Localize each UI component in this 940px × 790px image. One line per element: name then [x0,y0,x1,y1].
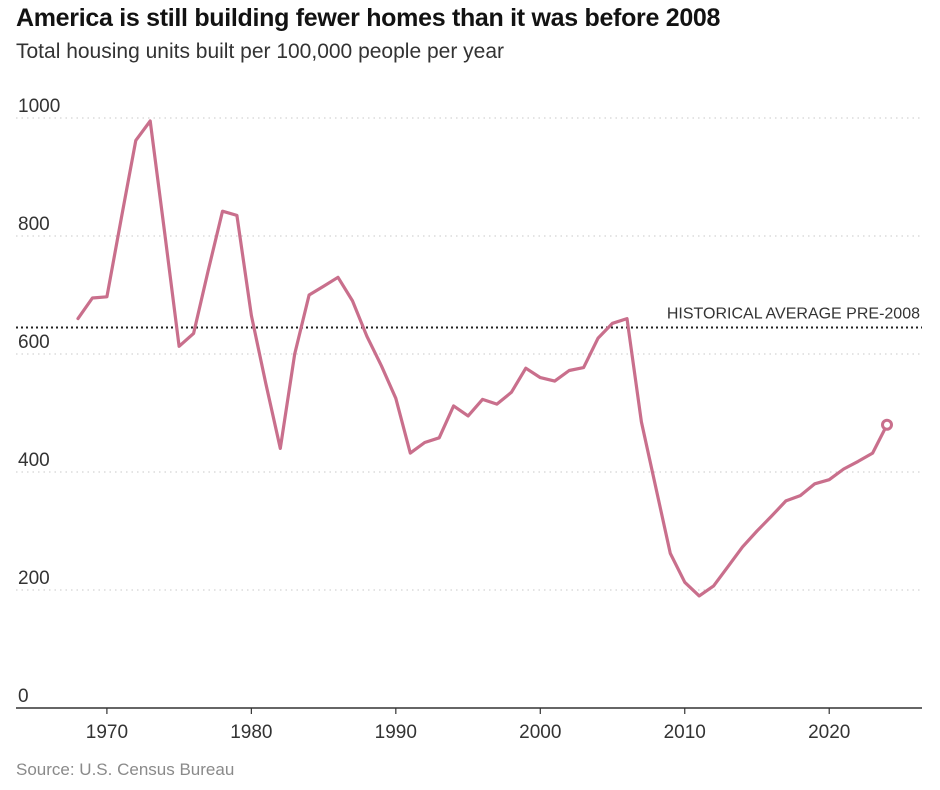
source-note: Source: U.S. Census Bureau [16,760,235,779]
y-tick-label-1000: 1000 [18,96,60,117]
x-tick-label-2000: 2000 [519,722,561,743]
x-tick-label-2010: 2010 [664,722,706,743]
y-tick-label-400: 400 [18,450,50,471]
historical-average-label: HISTORICAL AVERAGE PRE-2008 [667,305,920,322]
series-line-housing-units [76,119,889,598]
endpoint-marker [881,418,893,431]
y-axis-tick-labels: 0 200 400 600 800 1000 [18,96,60,707]
x-tick-label-1990: 1990 [375,722,417,743]
x-axis-ticks: 1970 1980 1990 2000 2010 2020 [86,708,850,743]
chart-subtitle: Total housing units built per 100,000 pe… [16,40,505,63]
gridlines [16,117,922,591]
x-tick-label-1980: 1980 [230,722,272,743]
y-tick-label-600: 600 [18,332,50,353]
y-tick-label-800: 800 [18,214,50,235]
y-tick-label-200: 200 [18,568,50,589]
x-tick-label-1970: 1970 [86,722,128,743]
x-tick-label-2020: 2020 [808,722,850,743]
y-tick-label-0: 0 [18,686,29,707]
chart-title: America is still building fewer homes th… [16,4,721,32]
